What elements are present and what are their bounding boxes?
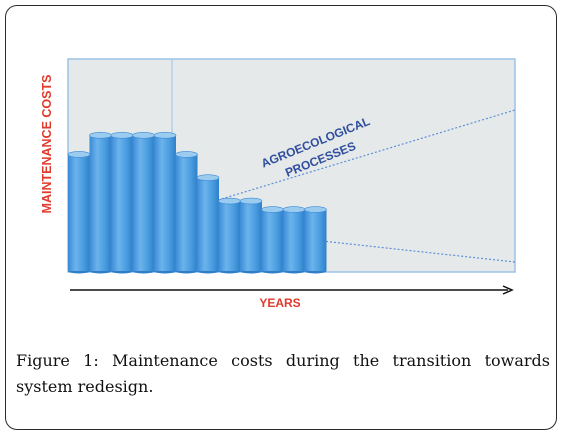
cylinder-body [197, 177, 219, 271]
cylinder-body [89, 135, 112, 271]
cylinder-body [283, 209, 305, 271]
cylinder-body [68, 154, 90, 271]
cost-cylinder-year-8 [218, 197, 241, 274]
cylinder-body [111, 135, 133, 271]
cylinder-top [153, 132, 177, 139]
cylinder-top [110, 132, 134, 139]
cylinder-body [154, 135, 176, 271]
cylinder-body [132, 135, 155, 271]
caption-text: Maintenance costs during the transition … [16, 351, 550, 396]
cost-cylinder-year-12 [304, 206, 327, 274]
figure-label: Figure 1: [16, 351, 99, 370]
cost-cylinder-year-3 [110, 132, 134, 274]
cylinder-top [196, 174, 220, 182]
cylinder-body [218, 201, 241, 271]
figure-caption: Figure 1: Maintenance costs during the t… [16, 348, 550, 400]
cost-cylinder-year-10 [261, 206, 284, 274]
cylinder-body [261, 209, 284, 271]
arrow-head-icon [502, 285, 514, 295]
cylinder-top [89, 132, 112, 139]
cylinder-top [218, 197, 241, 205]
x-axis-label: YEARS [259, 296, 300, 310]
cost-cylinder-year-6 [175, 151, 198, 274]
cost-cylinder-year-2 [89, 132, 112, 274]
cylinder-body [175, 154, 198, 271]
cost-cylinder-year-9 [239, 197, 263, 274]
cost-cylinder-year-1 [67, 151, 91, 274]
cylinder-top [67, 151, 91, 158]
cylinder-top [175, 151, 198, 158]
y-axis-label: MAINTENANCE COSTS [40, 75, 54, 214]
cylinder-top [132, 132, 155, 139]
cylinder-body [304, 209, 327, 271]
cost-cylinder-year-7 [196, 174, 220, 274]
cost-trend-line [321, 240, 516, 263]
cylinder-top [239, 197, 263, 205]
cylinder-top [304, 206, 327, 213]
cylinder-body [240, 201, 262, 271]
cylinder-top [261, 206, 284, 213]
cost-cylinder-year-5 [153, 132, 177, 274]
cylinder-top [282, 206, 306, 213]
cost-cylinder-year-4 [132, 132, 155, 274]
cost-cylinders [67, 132, 327, 274]
cost-cylinder-year-11 [282, 206, 306, 274]
